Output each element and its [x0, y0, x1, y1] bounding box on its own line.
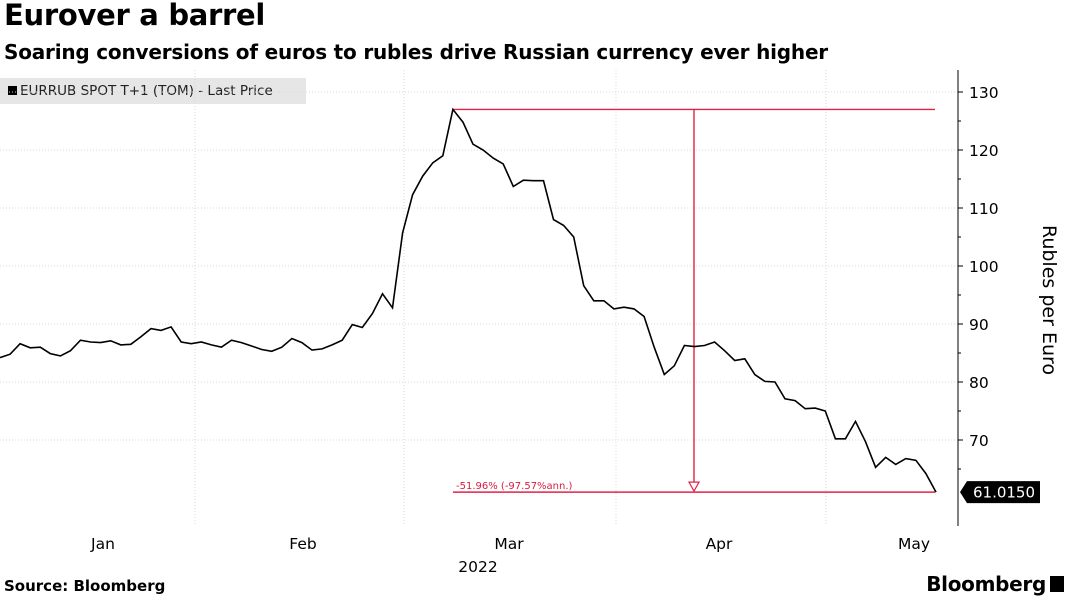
- y-tick-label-70: 70: [969, 432, 989, 450]
- legend-swatch: [8, 86, 17, 95]
- x-tick-label-may: May: [898, 535, 930, 553]
- x-tick-label-mar: Mar: [494, 535, 524, 553]
- last-value-badge: [960, 481, 1040, 504]
- terminal-icon: [1050, 576, 1064, 592]
- bloomberg-logo: Bloomberg: [926, 572, 1064, 596]
- source-note: Source: Bloomberg: [4, 577, 166, 595]
- axes: [957, 70, 963, 526]
- x-tick-label-feb: Feb: [289, 535, 316, 553]
- grid-lines: [0, 70, 958, 526]
- chart-subtitle: Soaring conversions of euros to rubles d…: [4, 40, 828, 64]
- last-value-tag: 61.0150: [960, 481, 1040, 504]
- series-line-eurrub: [0, 107, 937, 493]
- chart-title: Eurover a barrel: [4, 0, 266, 32]
- x-tick-label-jan: Jan: [90, 535, 115, 553]
- legend-label: EURRUB SPOT T+1 (TOM) - Last Price: [20, 83, 273, 99]
- brand-text: Bloomberg: [926, 572, 1046, 596]
- change-annotation: -51.96% (-97.57%ann.): [452, 108, 935, 493]
- axis-labels: 70 80 90 100 110 120 130 Rubles per Euro Jan Feb M…: [90, 84, 1060, 576]
- y-axis-title: Rubles per Euro: [1038, 225, 1060, 375]
- y-tick-label-110: 110: [969, 200, 999, 218]
- y-tick-label-100: 100: [969, 258, 999, 276]
- last-value-label: 61.0150: [973, 484, 1035, 502]
- x-year-label: 2022: [458, 558, 497, 576]
- x-tick-label-apr: Apr: [706, 535, 733, 553]
- y-tick-label-130: 130: [969, 84, 999, 102]
- y-tick-label-90: 90: [969, 316, 989, 334]
- legend: EURRUB SPOT T+1 (TOM) - Last Price: [0, 78, 306, 104]
- y-tick-label-120: 120: [969, 142, 999, 160]
- annotation-label: -51.96% (-97.57%ann.): [456, 481, 573, 492]
- y-tick-label-80: 80: [969, 374, 989, 392]
- annotation-arrowhead: [687, 481, 701, 493]
